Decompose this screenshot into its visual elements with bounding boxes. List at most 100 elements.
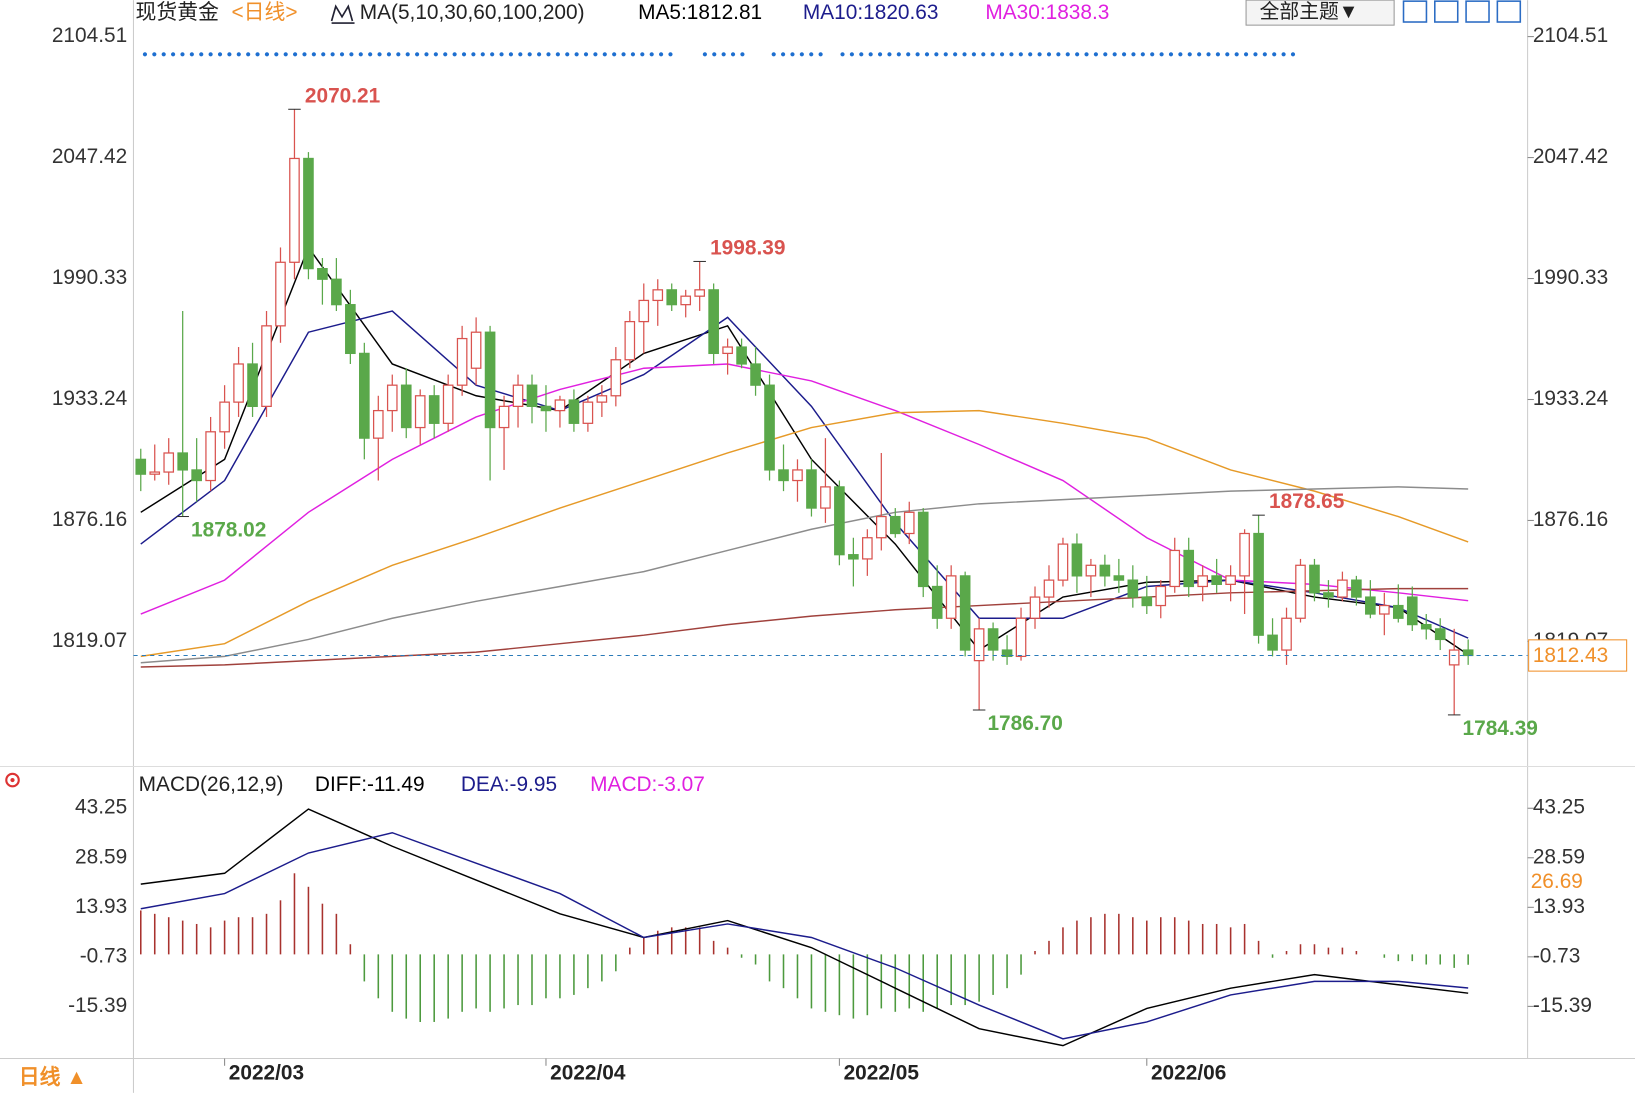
candle-body <box>1113 575 1125 581</box>
y-tick-label: -15.39 <box>68 994 127 1017</box>
y-tick-label: 1933.24 <box>52 387 127 410</box>
y2-tick-label: 1990.33 <box>1533 266 1608 289</box>
candle-body <box>498 405 510 429</box>
candle-body <box>1406 596 1418 626</box>
candle-body <box>540 405 552 412</box>
candle-body <box>903 511 915 535</box>
candle-body <box>1043 579 1055 598</box>
candle-body <box>848 554 859 560</box>
high-label: 2070.21 <box>305 84 381 107</box>
candle-body <box>875 515 887 539</box>
ma-line <box>140 486 1469 664</box>
candle-body <box>806 469 817 509</box>
candle-body <box>1225 575 1236 585</box>
low-label: 1786.70 <box>987 712 1062 735</box>
candle-body <box>1141 596 1153 607</box>
candle-body <box>862 537 873 560</box>
ma-line <box>140 409 1469 658</box>
high-label: 1878.65 <box>1269 490 1345 513</box>
y2-tick-label: 28.59 <box>1533 845 1585 868</box>
tool-icon[interactable] <box>1465 0 1490 23</box>
candle-body <box>1169 549 1181 588</box>
candle-body <box>1434 628 1446 641</box>
candle-body <box>708 289 719 355</box>
candle-body <box>1281 617 1292 651</box>
candle-body <box>233 363 244 403</box>
y-tick-label: 43.25 <box>75 796 127 819</box>
candle-body <box>1057 543 1069 581</box>
low-label: 1784.39 <box>1463 717 1538 740</box>
y-tick-label: 2047.42 <box>52 145 127 168</box>
candle-body <box>820 486 831 509</box>
x-tick-label: 2022/05 <box>844 1062 920 1085</box>
candle-body <box>372 409 384 439</box>
candle-body <box>1155 585 1167 607</box>
candle-body <box>1239 532 1250 577</box>
period-switch[interactable]: 日线 ▲ <box>19 1065 87 1089</box>
settings-icon[interactable] <box>5 772 20 788</box>
x-tick-label: 2022/06 <box>1151 1062 1226 1085</box>
candle-body <box>428 395 440 424</box>
candle-body <box>317 268 328 280</box>
theme-button-label[interactable]: 全部主题▼ <box>1260 1 1359 23</box>
y2-tick-label: 1876.16 <box>1533 508 1608 531</box>
cursor-value: 26.69 <box>1531 870 1583 893</box>
y2-tick-label: 13.93 <box>1533 895 1585 918</box>
candle-body <box>945 575 957 619</box>
candle-body <box>931 585 943 619</box>
tool-icon[interactable] <box>1496 0 1522 23</box>
y-tick-label: 1876.16 <box>52 508 127 531</box>
candle-body <box>1295 564 1306 619</box>
y2-tick-label: 2047.42 <box>1533 145 1608 168</box>
ma-icon <box>330 4 355 24</box>
candle-body <box>1085 564 1097 577</box>
candle-body <box>331 278 342 306</box>
candle-body <box>736 346 747 365</box>
macd-title: MACD(26,12,9) <box>139 773 284 796</box>
candle-body <box>359 352 370 439</box>
indicator: MA(5,10,30,60,100,200) <box>360 1 585 24</box>
candle-body <box>191 469 202 482</box>
legend-entry: MACD:-3.07 <box>590 773 705 796</box>
tool-icon[interactable] <box>1402 0 1428 23</box>
candle-body <box>1365 596 1376 615</box>
theme-button[interactable] <box>1245 0 1395 26</box>
candle-body <box>554 399 566 412</box>
low-label: 1878.02 <box>191 519 266 542</box>
candle-body <box>1211 575 1222 585</box>
candle-body <box>1379 604 1390 615</box>
candle-body <box>135 458 147 475</box>
tool-icon[interactable] <box>1434 0 1459 23</box>
candle-body <box>1183 549 1195 588</box>
candle-body <box>1127 579 1139 598</box>
legend-entry: DEA:-9.95 <box>461 773 557 796</box>
candle-body <box>694 289 705 297</box>
ma-line <box>140 808 1469 1047</box>
candle-body <box>582 401 594 424</box>
candle-body <box>596 395 608 403</box>
candle-body <box>1323 592 1334 598</box>
y2-tick-label: 1933.24 <box>1533 387 1608 410</box>
candle-body <box>1099 564 1111 577</box>
candle-body <box>289 157 300 263</box>
candle-body <box>1309 564 1320 594</box>
y-tick-label: 13.93 <box>75 895 127 918</box>
candle-body <box>764 384 775 471</box>
candle-body <box>512 384 524 407</box>
candle-body <box>1392 604 1404 619</box>
x-tick-label: 2022/04 <box>550 1062 626 1085</box>
toolbar-icons <box>1402 0 1522 23</box>
candle-body <box>1351 579 1362 598</box>
period[interactable]: <日线> <box>231 1 297 24</box>
last-price-label: 1812.43 <box>1533 644 1608 667</box>
candle-body <box>624 320 636 361</box>
y-tick-label: -0.73 <box>80 944 128 967</box>
candle-body <box>1420 623 1432 630</box>
candle-body <box>889 515 901 535</box>
candle-body <box>1197 575 1209 588</box>
candle-body <box>400 384 412 429</box>
candle-body <box>959 575 971 651</box>
candle-body <box>484 331 496 429</box>
candle-body <box>610 359 622 397</box>
